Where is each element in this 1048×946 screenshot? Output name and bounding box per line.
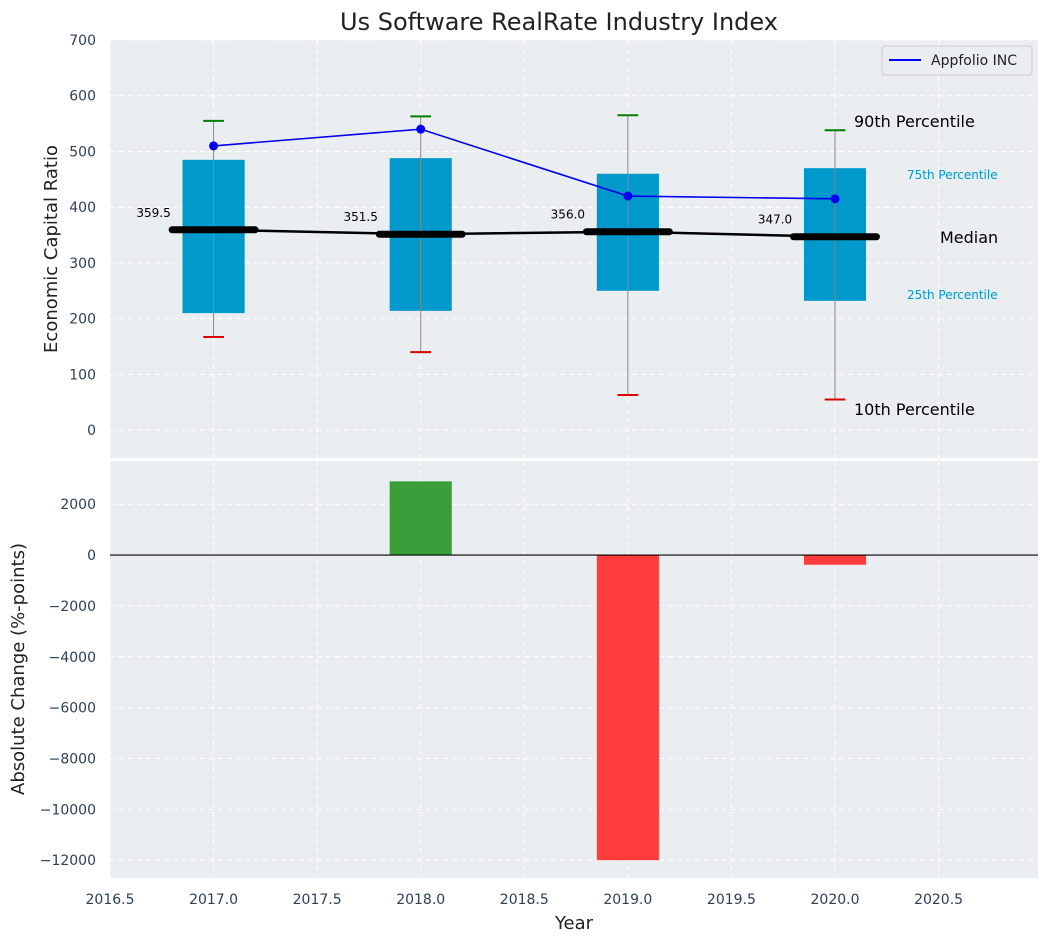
top-y-tick-label: 0 xyxy=(87,423,96,439)
x-tick-label: 2020.5 xyxy=(914,892,963,908)
bottom-y-tick-label: −10000 xyxy=(40,802,96,818)
x-tick-label: 2019.0 xyxy=(603,892,652,908)
change-bar xyxy=(596,555,659,861)
p25-annotation: 25th Percentile xyxy=(907,288,998,302)
bottom-y-tick-label: 0 xyxy=(87,548,96,564)
p75-annotation: 75th Percentile xyxy=(907,168,998,182)
company-data-point xyxy=(623,191,633,201)
median-value-label: 347.0 xyxy=(758,213,792,227)
legend: Appfolio INC xyxy=(881,45,1033,76)
bottom-y-axis-label: Absolute Change (%-points) xyxy=(8,543,29,795)
x-tick-label: 2016.5 xyxy=(86,892,135,908)
bottom-y-tick-label: −12000 xyxy=(40,853,96,869)
top-y-tick-label: 200 xyxy=(69,312,96,328)
change-bar xyxy=(803,555,867,565)
x-axis-label: Year xyxy=(554,913,594,934)
top-y-tick-labels: 0 100 200 300 400 500 600 700 xyxy=(69,33,96,439)
top-y-tick-label: 500 xyxy=(69,144,96,160)
change-bar xyxy=(389,481,452,556)
top-y-axis-label: Economic Capital Ratio xyxy=(41,145,62,353)
top-y-tick-label: 400 xyxy=(69,200,96,216)
bottom-y-tick-label: −4000 xyxy=(49,650,96,666)
chart-title: Us Software RealRate Industry Index xyxy=(340,8,778,36)
bottom-y-tick-label: −8000 xyxy=(49,751,96,767)
x-tick-label: 2018.5 xyxy=(500,892,549,908)
median-value-label: 356.0 xyxy=(551,208,585,222)
top-plot-marks: 359.5 351.5 356.0 347.0 xyxy=(136,114,880,401)
x-tick-label: 2017.0 xyxy=(189,892,238,908)
x-tick-label: 2020.0 xyxy=(811,892,860,908)
company-data-point xyxy=(830,194,840,204)
x-tick-label: 2017.5 xyxy=(293,892,342,908)
median-annotation: Median xyxy=(940,228,998,247)
bottom-plot-marks xyxy=(110,481,1038,861)
bottom-y-tick-labels: −12000 −10000 −8000 −6000 −4000 −2000 0 2000 xyxy=(40,497,96,869)
p90-annotation: 90th Percentile xyxy=(854,112,975,131)
bottom-y-tick-label: −2000 xyxy=(49,599,96,615)
top-y-tick-label: 600 xyxy=(69,89,96,105)
top-panel-background xyxy=(110,40,1038,458)
bottom-y-tick-label: 2000 xyxy=(60,497,96,513)
x-tick-label: 2019.5 xyxy=(707,892,756,908)
median-trend-line xyxy=(213,228,836,238)
top-y-tick-label: 700 xyxy=(69,33,96,49)
x-tick-label: 2018.0 xyxy=(396,892,445,908)
top-y-tick-label: 300 xyxy=(69,256,96,272)
bottom-y-tick-label: −6000 xyxy=(49,701,96,717)
legend-label: Appfolio INC xyxy=(931,53,1017,69)
company-data-point xyxy=(416,124,426,134)
company-series-line xyxy=(213,128,836,200)
bottom-panel-background xyxy=(110,461,1038,878)
median-value-label: 351.5 xyxy=(344,210,378,224)
x-tick-labels: 2016.5 2017.0 2017.5 2018.0 2018.5 2019.0 2019… xyxy=(86,892,964,908)
p10-annotation: 10th Percentile xyxy=(854,400,975,419)
top-y-tick-label: 100 xyxy=(69,367,96,383)
company-data-point xyxy=(209,141,219,151)
legend-box xyxy=(881,45,1033,76)
median-value-label: 359.5 xyxy=(136,206,170,220)
